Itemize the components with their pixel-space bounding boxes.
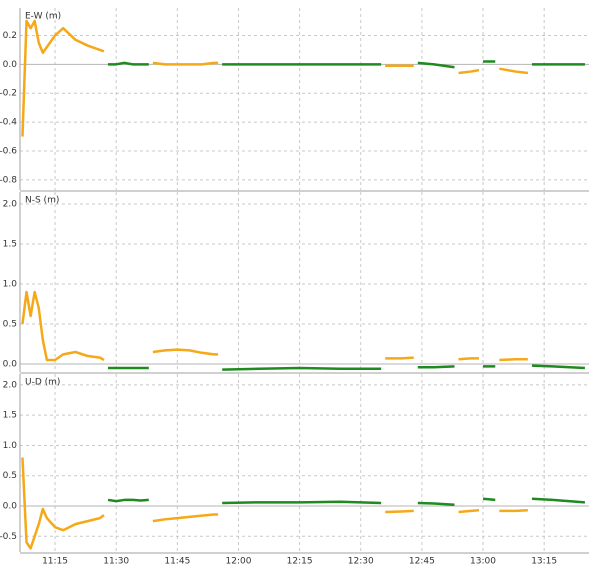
x-tick-label: 13:15	[531, 557, 557, 567]
series-line	[21, 290, 528, 362]
x-tick-label: 11:30	[103, 557, 129, 567]
x-tick-label: 12:45	[409, 557, 435, 567]
y-tick-label: 1.5	[3, 411, 17, 421]
x-tick-label: 12:00	[226, 557, 252, 567]
y-tick-label: -0.6	[0, 147, 17, 157]
panel-title: N-S (m)	[25, 196, 59, 206]
x-tick-label: 12:30	[348, 557, 374, 567]
series-line	[21, 457, 528, 550]
x-tick-label: 11:45	[164, 557, 190, 567]
y-tick-label: 1.0	[3, 280, 18, 290]
y-tick-label: 0.5	[3, 320, 17, 330]
y-tick-label: -0.5	[0, 532, 17, 542]
y-tick-label: 2.0	[3, 200, 18, 210]
y-tick-label: 0.0	[3, 360, 18, 370]
y-tick-label: 0.0	[3, 60, 18, 70]
series-line	[108, 60, 585, 69]
y-tick-label: 1.0	[3, 441, 18, 451]
panel-title: U-D (m)	[25, 378, 60, 388]
y-tick-label: 0.0	[3, 501, 18, 511]
series-line	[21, 19, 529, 137]
series-line	[107, 497, 586, 507]
y-tick-label: 2.0	[3, 380, 18, 390]
y-tick-label: 0.5	[3, 471, 17, 481]
y-tick-label: 0.2	[3, 31, 17, 41]
y-tick-label: 1.5	[3, 240, 17, 250]
y-tick-label: -0.8	[0, 175, 17, 185]
x-tick-label: 12:15	[287, 557, 313, 567]
x-tick-label: 13:00	[470, 557, 496, 567]
x-tick-label: 11:15	[42, 557, 68, 567]
y-tick-label: -0.4	[0, 118, 17, 128]
panel-title: E-W (m)	[25, 12, 61, 22]
y-tick-label: -0.2	[0, 89, 17, 99]
series-line	[108, 364, 585, 371]
